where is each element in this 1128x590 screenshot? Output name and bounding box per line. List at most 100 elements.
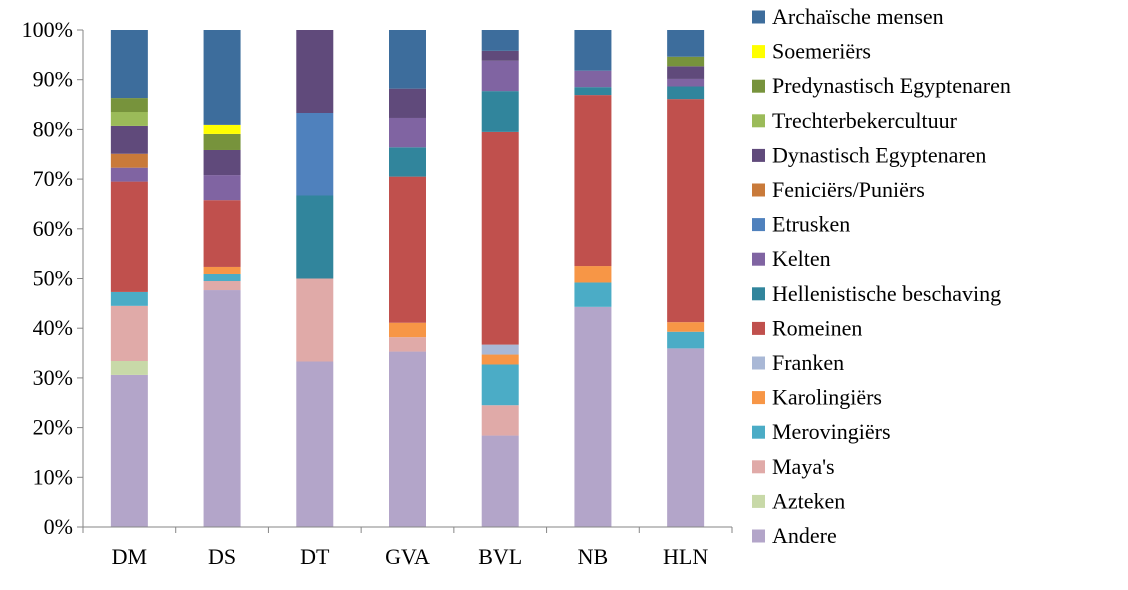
bar-segment-GVA-8 [389, 117, 426, 148]
x-tick-label: GVA [385, 544, 430, 569]
bar-segment-DS-6 [203, 200, 241, 267]
legend-swatch [752, 391, 765, 405]
legend-swatch [752, 10, 765, 24]
bar-segment-HLN-6 [667, 99, 705, 323]
legend-label: Merovingiërs [772, 419, 891, 444]
bar-segment-BVL-5 [481, 344, 519, 355]
legend-swatch [752, 460, 765, 474]
bar-segment-NB-7 [574, 87, 612, 96]
legend-label: Kelten [772, 246, 831, 271]
bar-segment-GVA-4 [389, 322, 426, 338]
bar-segment-HLN-0 [667, 348, 705, 527]
legend-item: Trechterbekercultuur [752, 108, 958, 133]
axes-layer: 0% 10% 20% 30% 40% 50% 60% 70% 80% 90% 100% DM DS DT G… [22, 17, 733, 569]
legend-label: Trechterbekercultuur [772, 108, 958, 133]
bar-segment-DS-13 [203, 133, 241, 150]
y-tick-label: 80% [33, 116, 73, 141]
bar-segment-HLN-15 [667, 30, 705, 57]
legend-label: Etrusken [772, 212, 850, 237]
bar-segment-NB-15 [574, 30, 612, 71]
legend-label: Azteken [772, 488, 845, 513]
bar-segment-DS-4 [203, 266, 241, 274]
bar-segment-BVL-4 [481, 354, 519, 365]
bar-segment-DM-12 [110, 112, 148, 126]
legend-item: Feniciërs/Puniërs [752, 177, 925, 202]
bar-segment-GVA-7 [389, 147, 426, 177]
legend-label: Archaïsche mensen [772, 4, 944, 29]
bar-segment-BVL-7 [481, 91, 519, 132]
bar-segment-DS-0 [203, 290, 241, 527]
x-tick-label: NB [578, 544, 609, 569]
legend-item: Kelten [752, 246, 831, 271]
bar-segment-DM-0 [110, 374, 148, 527]
bar-segment-BVL-11 [481, 50, 519, 61]
bar-segment-DS-2 [203, 281, 241, 291]
bar-segment-HLN-8 [667, 78, 705, 87]
legend-label: Maya's [772, 454, 835, 479]
bar-segment-NB-0 [574, 306, 612, 527]
legend: Archaïsche mensen Soemeriërs Predynastisch… [752, 4, 1011, 548]
bar-segment-BVL-6 [481, 131, 519, 345]
legend-item: Franken [752, 350, 844, 375]
legend-label: Feniciërs/Puniërs [772, 177, 925, 202]
legend-item: Maya's [752, 454, 835, 479]
bar-segment-DM-15 [110, 30, 148, 99]
legend-swatch [752, 321, 765, 335]
x-tick-label: HLN [663, 544, 708, 569]
legend-swatch [752, 148, 765, 162]
legend-label: Romeinen [772, 315, 862, 340]
bar-segment-BVL-3 [481, 364, 519, 406]
legend-item: Andere [752, 523, 837, 548]
legend-item: Hellenistische beschaving [752, 281, 1001, 306]
legend-swatch [752, 529, 765, 543]
y-tick-label: 100% [22, 17, 73, 42]
legend-item: Dynastisch Egyptenaren [752, 142, 986, 167]
bar-segment-DM-10 [110, 153, 148, 168]
y-tick-label: 0% [44, 514, 73, 539]
legend-swatch [752, 45, 765, 59]
legend-swatch [752, 494, 765, 508]
bar-segment-DT-0 [296, 361, 334, 527]
y-tick-label: 40% [33, 315, 73, 340]
legend-label: Soemeriërs [772, 39, 871, 64]
legend-label: Karolingiërs [772, 385, 882, 410]
bar-segment-GVA-6 [389, 176, 426, 323]
bar-segment-NB-6 [574, 95, 612, 267]
legend-item: Merovingiërs [752, 419, 891, 444]
bar-segment-HLN-4 [667, 322, 705, 332]
bar-segment-GVA-11 [389, 88, 426, 118]
legend-item: Predynastisch Egyptenaren [752, 73, 1011, 98]
x-tick-label: DT [300, 544, 330, 569]
bar-segment-DM-1 [110, 361, 148, 375]
y-tick-label: 50% [33, 266, 73, 291]
bar-segment-DM-13 [110, 98, 148, 113]
bar-segment-BVL-0 [481, 435, 519, 527]
bar-segment-DM-6 [110, 181, 148, 292]
y-tick-label: 70% [33, 166, 73, 191]
legend-item: Karolingiërs [752, 385, 882, 410]
bar-segment-DS-11 [203, 149, 241, 176]
legend-item: Archaïsche mensen [752, 4, 944, 29]
y-tick-label: 10% [33, 464, 73, 489]
y-tick-label: 60% [33, 216, 73, 241]
bar-segment-DM-11 [110, 125, 148, 154]
bar-segment-DS-3 [203, 273, 241, 282]
legend-label: Andere [772, 523, 837, 548]
x-tick-label: BVL [478, 544, 522, 569]
bar-segment-HLN-11 [667, 66, 705, 79]
legend-label: Franken [772, 350, 844, 375]
legend-swatch [752, 218, 765, 232]
legend-swatch [752, 356, 765, 370]
legend-swatch [752, 252, 765, 266]
x-tick-label: DS [208, 544, 236, 569]
legend-label: Predynastisch Egyptenaren [772, 73, 1011, 98]
y-tick-label: 90% [33, 67, 73, 92]
bar-segment-DS-14 [203, 124, 241, 134]
y-tick-label: 30% [33, 365, 73, 390]
bar-segment-HLN-3 [667, 331, 705, 349]
bar-segment-DM-2 [110, 305, 148, 361]
legend-item: Soemeriërs [752, 39, 871, 64]
x-tick-label: DM [112, 544, 147, 569]
